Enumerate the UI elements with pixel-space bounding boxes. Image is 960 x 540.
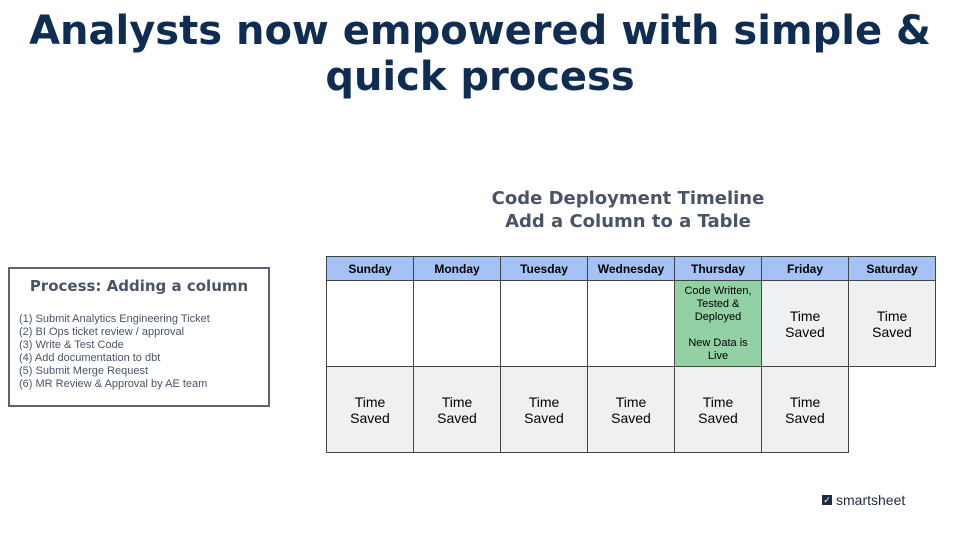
process-step: (1) Submit Analytics Engineering Ticket <box>19 313 210 325</box>
cell-line: Saved <box>437 409 477 426</box>
empty-cell <box>587 280 675 367</box>
cell-line: Time <box>528 393 560 410</box>
time-saved-cell: Time Saved <box>848 280 936 367</box>
cell-line: Tested & <box>696 297 740 310</box>
cell-line: Time <box>789 393 821 410</box>
time-saved-cell: Time Saved <box>413 366 501 453</box>
cell-line: Live <box>707 349 729 362</box>
cell-line: Time <box>876 307 908 324</box>
process-step: (2) BI Ops ticket review / approval <box>19 326 185 338</box>
timeline-title-line2: Add a Column to a Table <box>505 211 751 232</box>
cell-line: Time <box>615 393 647 410</box>
day-header: Sunday <box>326 256 414 281</box>
process-step: (6) MR Review & Approval by AE team <box>19 378 208 390</box>
cell-line: Deployed <box>694 310 742 323</box>
process-step: (4) Add documentation to dbt <box>19 352 161 364</box>
process-title: Process: Adding a column <box>29 277 249 295</box>
cell-line: Time <box>789 307 821 324</box>
time-saved-cell: Time Saved <box>500 366 588 453</box>
logo-text: smartsheet <box>836 492 906 508</box>
empty-cell <box>413 280 501 367</box>
day-header: Thursday <box>674 256 762 281</box>
day-header: Friday <box>761 256 849 281</box>
time-saved-cell: Time Saved <box>761 280 849 367</box>
cell-line: Saved <box>785 323 825 340</box>
time-saved-cell: Time Saved <box>587 366 675 453</box>
timeline-title: Code Deployment Timeline Add a Column to … <box>440 187 816 233</box>
time-saved-cell: Time Saved <box>674 366 762 453</box>
time-saved-cell: Time Saved <box>761 366 849 453</box>
cell-line: Saved <box>785 409 825 426</box>
checkbox-icon: ✓ <box>822 495 832 505</box>
cell-line: Saved <box>524 409 564 426</box>
cell-line: Code Written, <box>684 284 752 297</box>
cell-line: Saved <box>872 323 912 340</box>
empty-cell <box>848 366 936 453</box>
cell-line: Saved <box>698 409 738 426</box>
cell-line: Time <box>702 393 734 410</box>
cell-line: Time <box>354 393 386 410</box>
process-step: (3) Write & Test Code <box>19 339 124 351</box>
day-header: Monday <box>413 256 501 281</box>
timeline-table: Sunday Monday Tuesday Wednesday Thursday… <box>326 256 936 453</box>
process-steps: (1) Submit Analytics Engineering Ticket … <box>19 313 268 391</box>
process-step: (5) Submit Merge Request <box>19 365 148 377</box>
deployed-cell: Code Written, Tested & Deployed New Data… <box>674 280 762 367</box>
cell-line: New Data is <box>688 336 748 349</box>
timeline-title-line1: Code Deployment Timeline <box>491 188 765 209</box>
cell-line: Saved <box>350 409 390 426</box>
cell-line: Saved <box>611 409 651 426</box>
day-header: Tuesday <box>500 256 588 281</box>
slide-title: Analysts now empowered with simple & qui… <box>29 8 931 100</box>
empty-cell <box>326 280 414 367</box>
day-header: Wednesday <box>587 256 675 281</box>
process-box: Process: Adding a column (1) Submit Anal… <box>8 267 270 407</box>
smartsheet-logo: ✓ smartsheet <box>822 492 905 508</box>
cell-line: Time <box>441 393 473 410</box>
empty-cell <box>500 280 588 367</box>
time-saved-cell: Time Saved <box>326 366 414 453</box>
day-header: Saturday <box>848 256 936 281</box>
cell-spacer <box>675 324 761 337</box>
